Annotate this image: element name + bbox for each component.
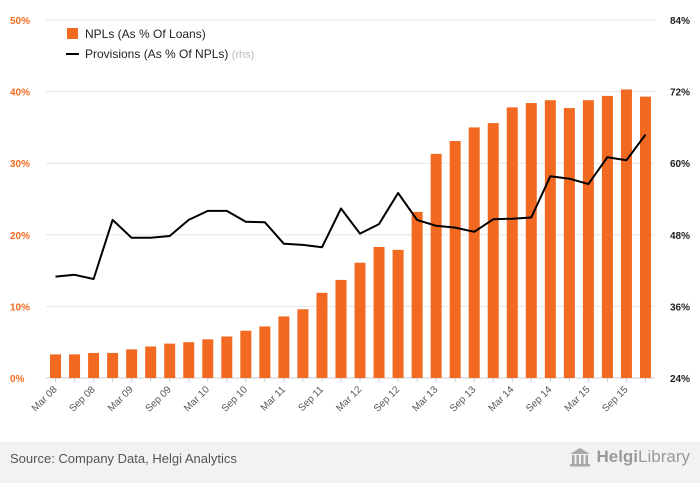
legend-label-provisions: Provisions (As % Of NPLs) (rhs): [85, 47, 254, 61]
x-tick-label: Sep 12: [372, 384, 402, 414]
x-tick-label: Mar 08: [30, 384, 60, 414]
npl-bar: [620, 89, 632, 379]
y-right-tick-label: 84%: [670, 16, 690, 27]
legend-rhs-suffix: (rhs): [232, 49, 255, 61]
y-left-tick-label: 50%: [10, 16, 30, 27]
x-tick-label: Sep 11: [296, 384, 326, 414]
y-left-tick-label: 40%: [10, 88, 30, 99]
x-tick-label: Sep 15: [600, 384, 630, 414]
legend-label-npl: NPLs (As % Of Loans): [85, 27, 206, 41]
npl-bar: [639, 96, 651, 378]
legend-swatch-npl: [67, 28, 78, 39]
y-right-tick-label: 36%: [670, 302, 690, 313]
x-tick-label: Mar 10: [182, 384, 212, 414]
npl-bar: [221, 336, 233, 378]
x-tick-label: Sep 13: [448, 384, 478, 414]
npl-bar: [430, 153, 442, 378]
npl-bar: [449, 141, 461, 378]
npl-bar: [354, 262, 366, 378]
x-tick-label: Mar 11: [259, 384, 289, 414]
npl-bar: [278, 316, 290, 378]
x-tick-label: Sep 14: [524, 384, 554, 414]
npl-bar: [392, 249, 404, 378]
y-left-tick-label: 10%: [10, 302, 30, 313]
npl-bar: [50, 354, 62, 378]
x-tick-label: Mar 13: [410, 384, 440, 414]
x-tick-label: Mar 15: [563, 384, 593, 414]
npl-bar: [544, 100, 556, 378]
logo-text-bold: Helgi: [596, 447, 639, 466]
npl-bar: [563, 108, 575, 379]
npl-bar: [525, 103, 537, 378]
npl-bar: [164, 343, 176, 378]
chart: 0% 10% 20% 30% 40% 50% 24% 36% 48% 60% 72% 84% Mar 0…: [10, 16, 690, 415]
npl-bar: [145, 346, 157, 378]
npl-bar: [88, 352, 100, 378]
npl-bar: [468, 127, 480, 379]
npl-bar: [335, 279, 347, 378]
y-left-tick-label: 20%: [10, 231, 30, 242]
npl-bar: [107, 352, 119, 378]
x-tick-label: Sep 08: [68, 384, 98, 414]
npl-bar: [297, 309, 309, 378]
y-left-tick-label: 0%: [10, 374, 25, 385]
npl-bar: [316, 292, 328, 378]
x-tick-label: Mar 14: [487, 384, 517, 414]
y-right-tick-label: 24%: [670, 374, 690, 385]
x-tick-label: Mar 12: [334, 384, 364, 414]
x-tick-label: Mar 09: [106, 384, 136, 414]
npl-bar: [240, 330, 252, 378]
library-building-icon: [570, 448, 591, 467]
helgi-library-logo[interactable]: HelgiLibrary: [568, 447, 690, 467]
npl-bar: [259, 326, 271, 378]
y-right-tick-label: 60%: [670, 159, 690, 170]
provisions-line: [55, 134, 647, 280]
npl-bar: [582, 100, 594, 378]
npl-bar: [69, 354, 81, 378]
logo-text-rest: Library: [638, 447, 690, 466]
npl-bar: [373, 246, 385, 378]
y-right-tick-label: 72%: [670, 88, 690, 99]
x-tick-label: Sep 09: [144, 384, 174, 414]
npl-bar: [487, 123, 499, 378]
y-left-tick-label: 30%: [10, 159, 30, 170]
npl-bar: [506, 107, 518, 379]
source-note: Source: Company Data, Helgi Analytics: [10, 451, 237, 466]
npl-bar: [202, 339, 214, 378]
npl-bar: [411, 211, 423, 378]
x-tick-label: Sep 10: [220, 384, 250, 414]
npl-bar: [601, 95, 613, 379]
y-right-tick-label: 48%: [670, 231, 690, 242]
npl-bar: [126, 349, 138, 378]
npl-bar: [183, 342, 195, 378]
